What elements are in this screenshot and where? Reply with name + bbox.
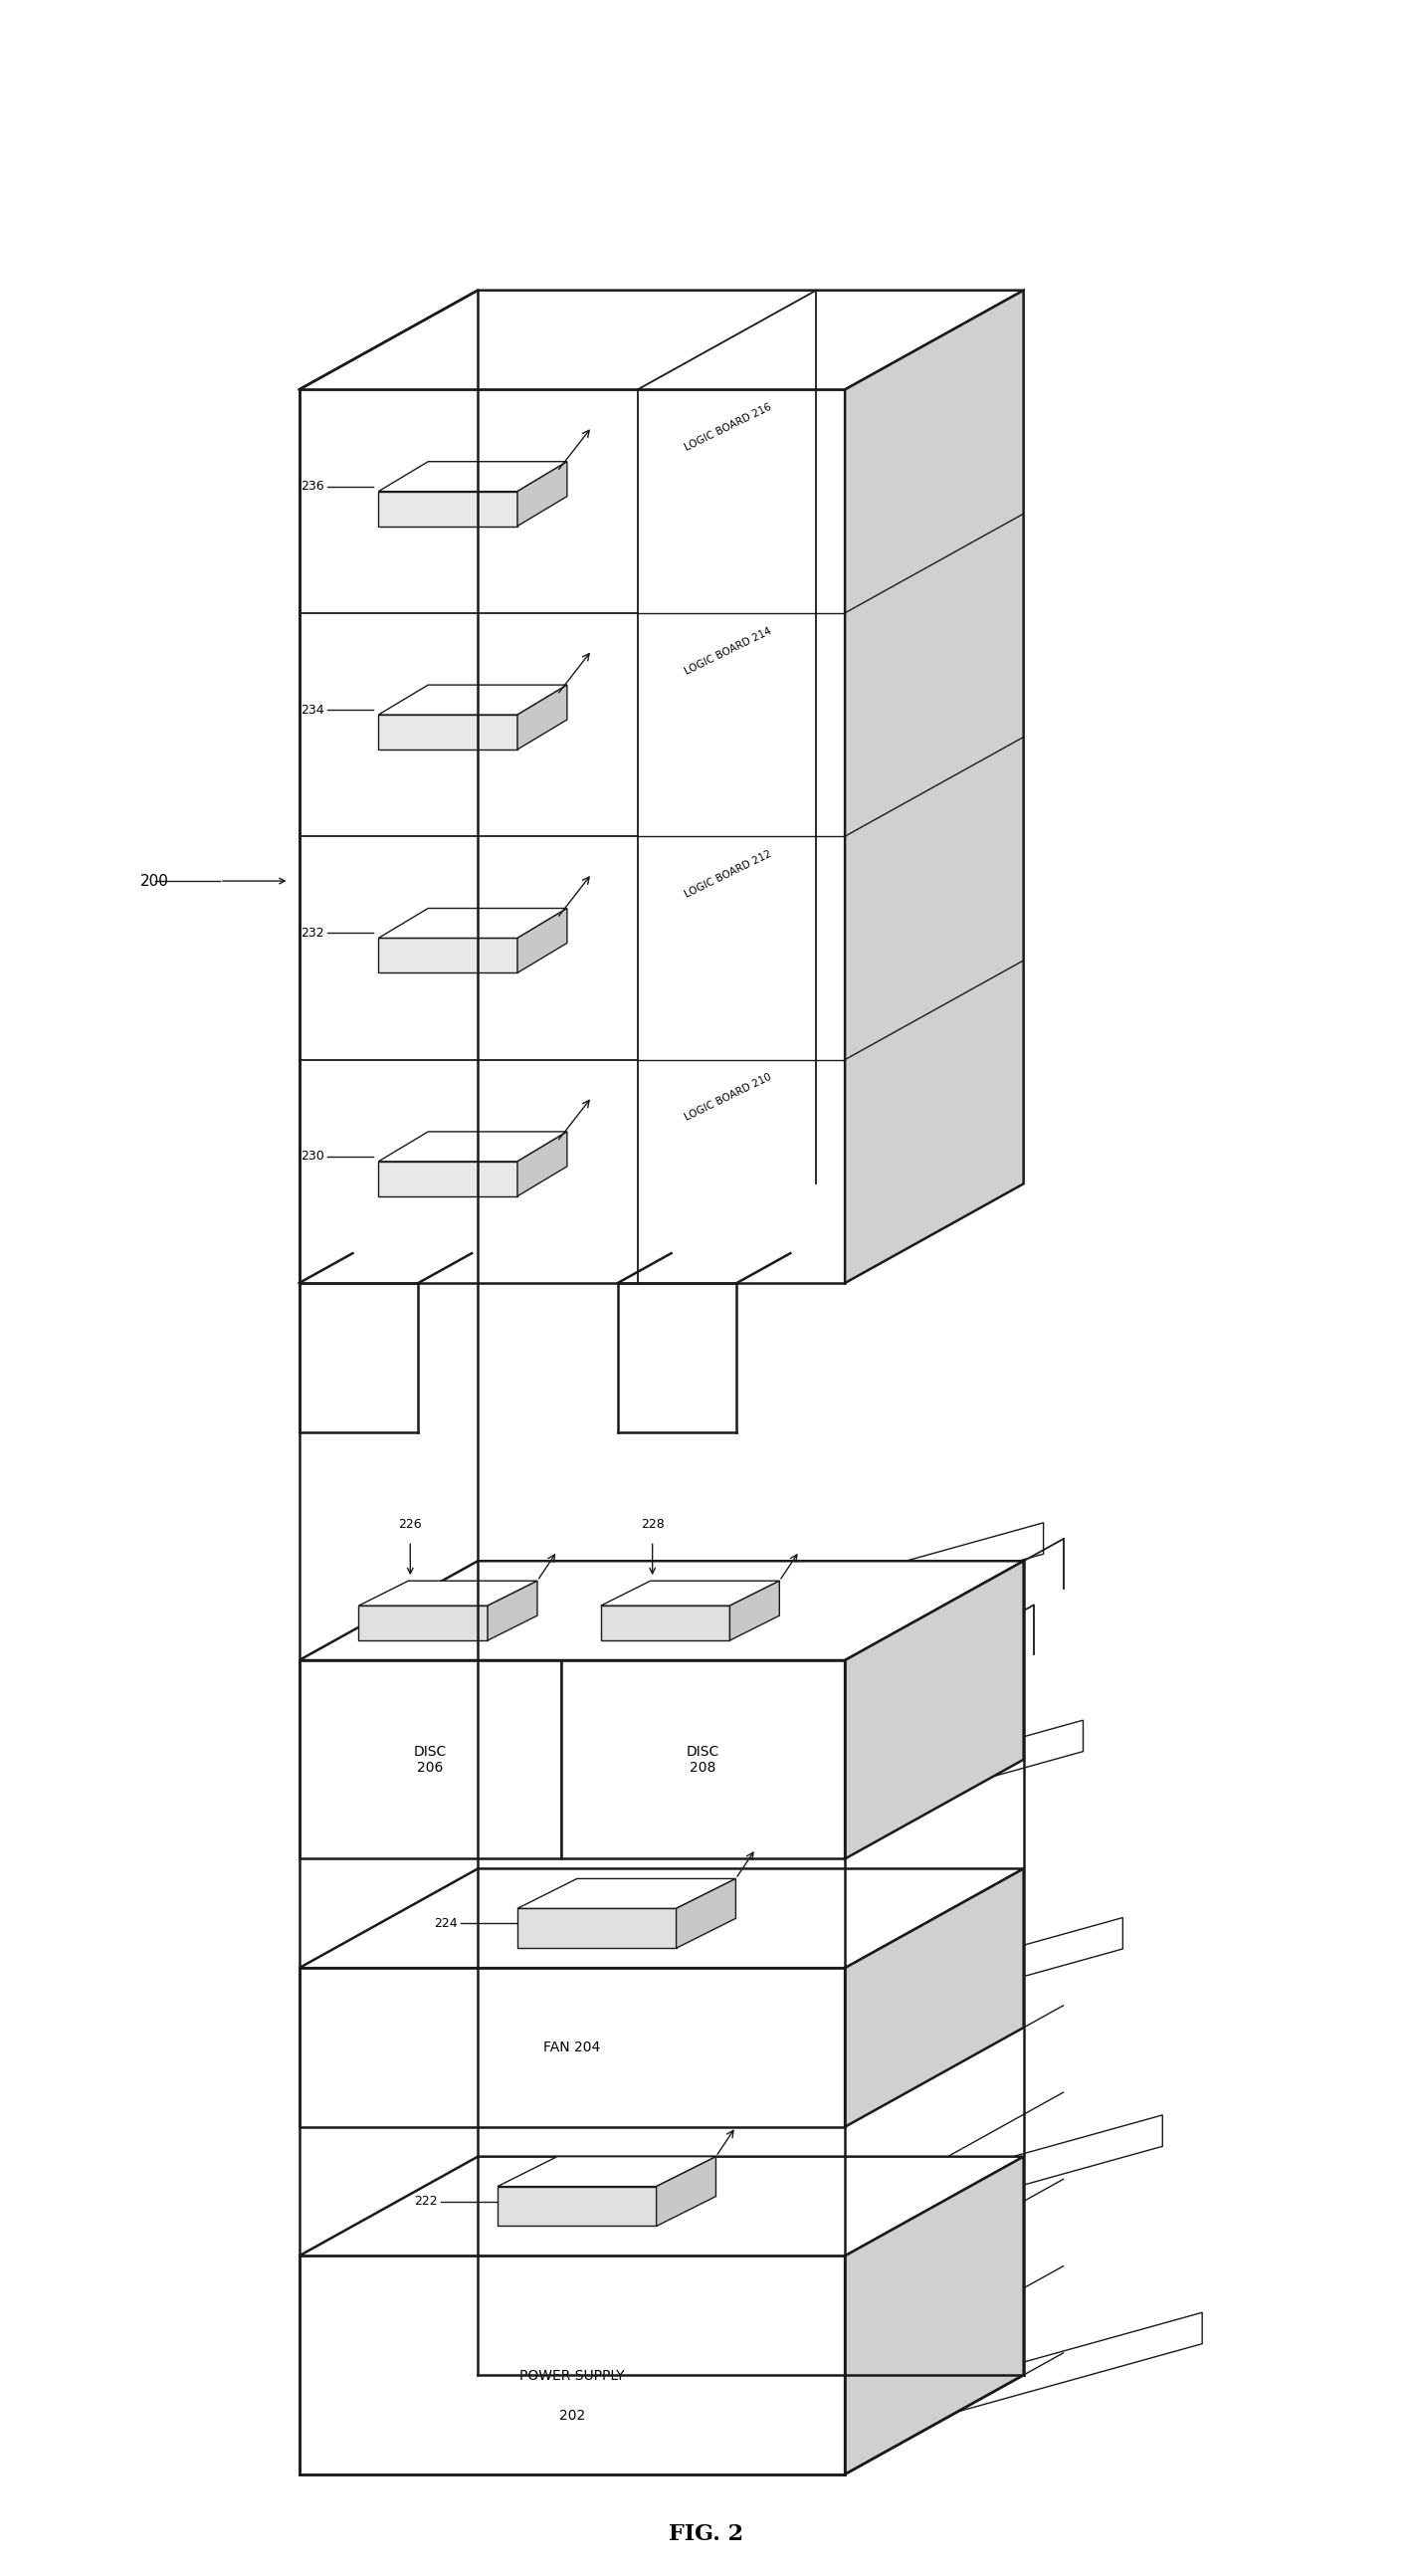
Text: 236: 236: [301, 479, 323, 492]
Polygon shape: [299, 1561, 1024, 1662]
Polygon shape: [844, 1561, 1024, 1860]
Polygon shape: [844, 291, 1024, 1283]
Text: 202: 202: [559, 2409, 585, 2421]
Text: FIG. 2: FIG. 2: [669, 2522, 743, 2545]
Text: FAN 204: FAN 204: [544, 2040, 600, 2056]
Text: 228: 228: [641, 1517, 664, 1530]
Polygon shape: [299, 2156, 1024, 2257]
Text: DISC
208: DISC 208: [686, 1744, 720, 1775]
Polygon shape: [497, 2187, 657, 2226]
Polygon shape: [378, 492, 517, 526]
Text: 200: 200: [140, 873, 169, 889]
Text: LOGIC BOARD 216: LOGIC BOARD 216: [683, 402, 772, 453]
Text: 234: 234: [301, 703, 323, 716]
Text: DISC
206: DISC 206: [414, 1744, 446, 1775]
Polygon shape: [517, 1909, 676, 1947]
Polygon shape: [378, 909, 568, 938]
Polygon shape: [299, 1662, 561, 1860]
Text: LOGIC BOARD 210: LOGIC BOARD 210: [683, 1072, 772, 1123]
Polygon shape: [299, 389, 844, 1283]
Polygon shape: [600, 1582, 779, 1605]
Polygon shape: [378, 714, 517, 750]
Polygon shape: [844, 2115, 1162, 2233]
Polygon shape: [844, 1868, 1024, 2128]
Polygon shape: [378, 685, 568, 714]
Text: 226: 226: [398, 1517, 422, 1530]
Polygon shape: [378, 1162, 517, 1195]
Polygon shape: [359, 1582, 538, 1605]
Polygon shape: [600, 1605, 730, 1641]
Polygon shape: [676, 1878, 736, 1947]
Text: 224: 224: [435, 1917, 457, 1929]
Text: 232: 232: [301, 927, 323, 940]
Polygon shape: [730, 1582, 779, 1641]
Polygon shape: [517, 1131, 568, 1195]
Polygon shape: [299, 2257, 844, 2476]
Polygon shape: [561, 1662, 844, 1860]
Polygon shape: [299, 1968, 844, 2128]
Polygon shape: [299, 1868, 1024, 1968]
Polygon shape: [517, 461, 568, 526]
Polygon shape: [844, 1917, 1123, 2027]
Text: POWER SUPPLY: POWER SUPPLY: [520, 2370, 624, 2383]
Polygon shape: [517, 909, 568, 974]
Polygon shape: [844, 2313, 1202, 2442]
Text: LOGIC BOARD 214: LOGIC BOARD 214: [683, 626, 772, 677]
Text: 230: 230: [301, 1149, 323, 1162]
Polygon shape: [517, 685, 568, 750]
Polygon shape: [378, 1131, 568, 1162]
Text: 222: 222: [415, 2195, 438, 2208]
Polygon shape: [844, 1522, 1043, 1610]
Polygon shape: [378, 461, 568, 492]
Polygon shape: [299, 291, 1024, 389]
Polygon shape: [844, 1721, 1083, 1819]
Polygon shape: [359, 1605, 487, 1641]
Polygon shape: [378, 938, 517, 974]
Polygon shape: [844, 2156, 1024, 2476]
Text: LOGIC BOARD 212: LOGIC BOARD 212: [683, 850, 772, 899]
Polygon shape: [657, 2156, 716, 2226]
Polygon shape: [497, 2156, 716, 2187]
Polygon shape: [517, 1878, 736, 1909]
Polygon shape: [487, 1582, 538, 1641]
